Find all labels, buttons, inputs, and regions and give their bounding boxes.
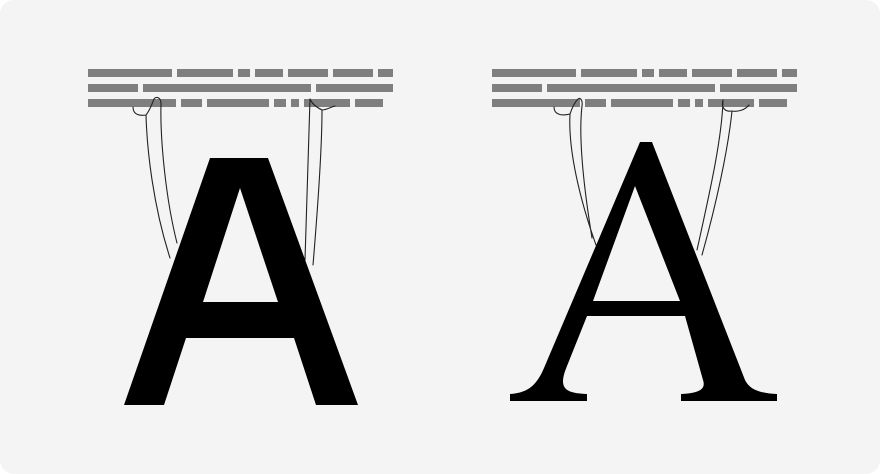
text-line-segment bbox=[492, 84, 542, 92]
text-line-segment bbox=[695, 99, 703, 107]
text-line-segment bbox=[288, 69, 328, 77]
text-line-segment bbox=[547, 84, 715, 92]
text-line-segment bbox=[611, 99, 673, 107]
text-line-segment bbox=[88, 99, 176, 107]
text-line-segment bbox=[181, 99, 202, 107]
text-line-segment bbox=[492, 99, 580, 107]
text-line-segment bbox=[177, 69, 233, 77]
text-line-segment bbox=[759, 99, 787, 107]
strand-left bbox=[132, 96, 178, 259]
panel-serif-svg bbox=[492, 69, 797, 401]
panel-serif bbox=[440, 0, 880, 474]
text-line-segment bbox=[88, 84, 138, 92]
text-line-segment bbox=[782, 69, 797, 77]
text-lines-block bbox=[88, 69, 393, 107]
text-line-segment bbox=[333, 69, 373, 77]
glyph-serif-a bbox=[510, 142, 777, 401]
text-line-segment bbox=[316, 84, 393, 92]
text-line-segment bbox=[720, 84, 797, 92]
text-line-segment bbox=[274, 99, 286, 107]
panel-sans-serif bbox=[88, 69, 393, 405]
text-line-segment bbox=[304, 99, 350, 107]
text-line-segment bbox=[291, 99, 299, 107]
text-line-segment bbox=[238, 69, 250, 77]
text-line-segment bbox=[678, 99, 690, 107]
text-line-segment bbox=[692, 69, 732, 77]
text-line-segment bbox=[355, 99, 383, 107]
panel-sans-serif-svg bbox=[88, 69, 393, 405]
strand-right bbox=[696, 99, 750, 256]
text-line-segment bbox=[378, 69, 393, 77]
text-line-segment bbox=[642, 69, 654, 77]
text-line-segment bbox=[585, 99, 606, 107]
strand-left bbox=[553, 97, 597, 246]
strand-right bbox=[304, 98, 336, 266]
text-line-segment bbox=[143, 84, 311, 92]
text-line-segment bbox=[581, 69, 637, 77]
text-line-segment bbox=[737, 69, 777, 77]
text-line-segment bbox=[492, 69, 576, 77]
text-line-segment bbox=[255, 69, 283, 77]
text-lines-block bbox=[492, 69, 797, 107]
text-line-segment bbox=[659, 69, 687, 77]
text-line-segment bbox=[708, 99, 754, 107]
text-line-segment bbox=[207, 99, 269, 107]
glyph-sans-serif-a bbox=[124, 158, 358, 405]
text-line-segment bbox=[88, 69, 172, 77]
